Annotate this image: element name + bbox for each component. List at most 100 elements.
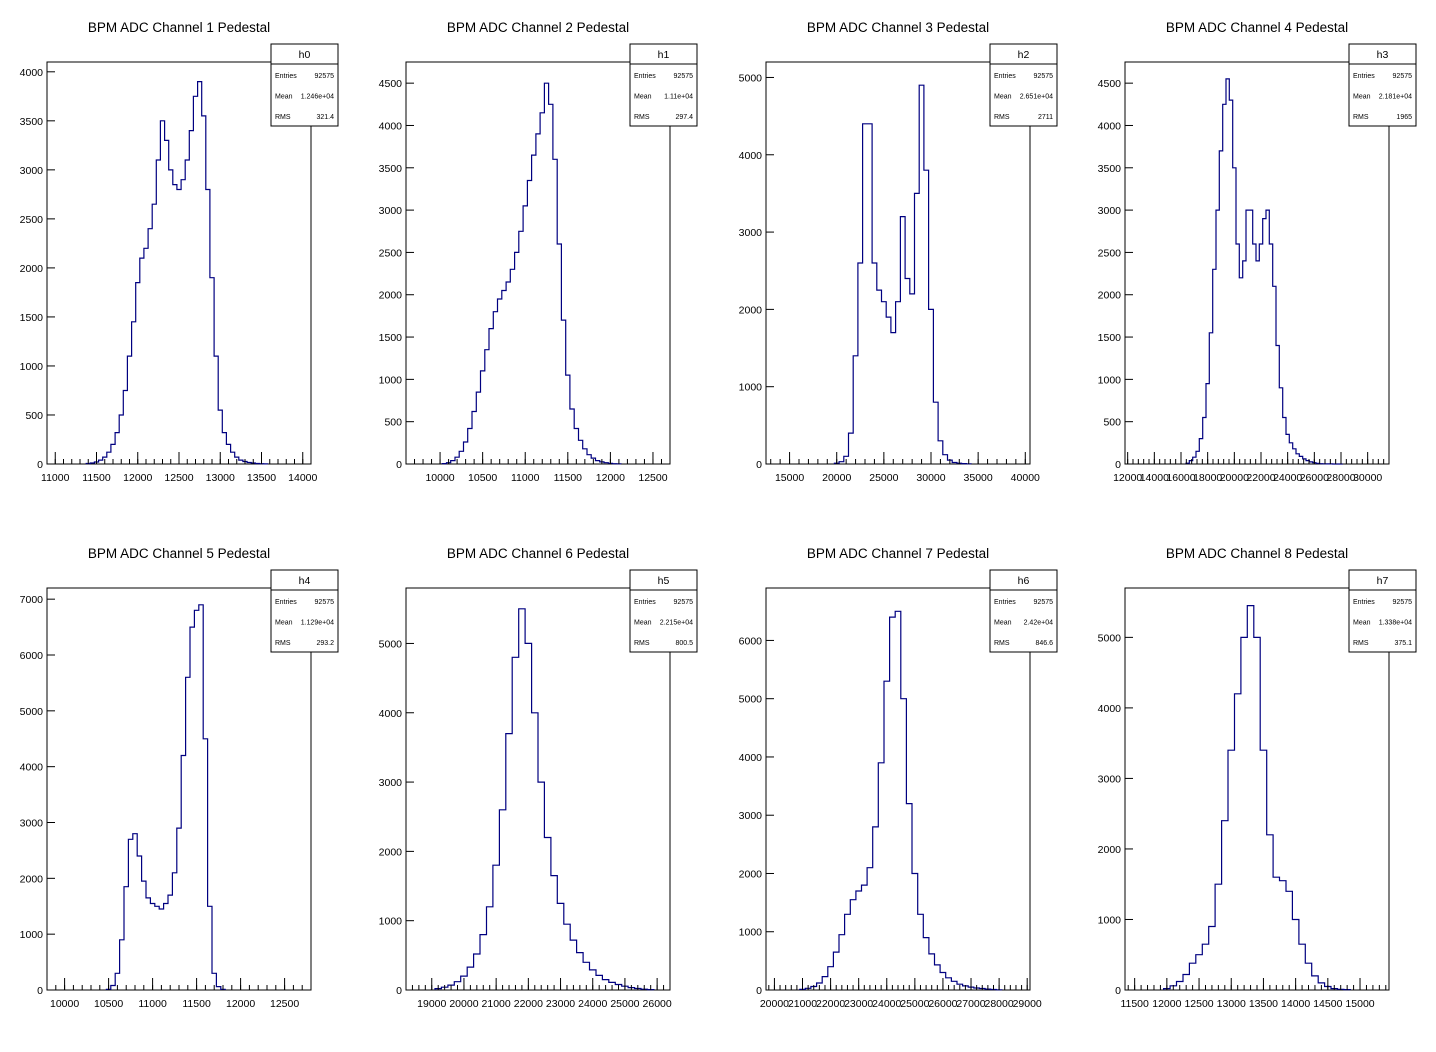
stats-value: 2.181e+04 (1379, 94, 1412, 101)
x-tick-label: 10500 (468, 472, 497, 484)
stats-value: 2.651e+04 (1020, 94, 1053, 101)
y-tick-label: 0 (1115, 985, 1121, 997)
stats-label: Entries (275, 73, 297, 80)
y-tick-label: 4500 (379, 78, 403, 90)
x-tick-label: 24000 (578, 998, 607, 1010)
stats-label: Mean (1353, 94, 1371, 101)
stats-value: 92575 (315, 73, 335, 80)
y-tick-label: 1000 (20, 361, 44, 373)
y-tick-label: 3000 (1098, 773, 1122, 785)
x-tick-label: 12500 (270, 998, 299, 1010)
x-tick-label: 12000 (123, 472, 152, 484)
plot-frame (1124, 61, 1390, 465)
histogram-panel-6: BPM ADC Channel 6 Pedestal 0 1000 2000 3000 4… (379, 546, 698, 1010)
x-tick-label: 26000 (1300, 472, 1329, 484)
stats-value: 2.42e+04 (1024, 620, 1053, 627)
stats-body-box (629, 63, 698, 127)
stats-body-box (1348, 63, 1417, 127)
stats-body-box (629, 589, 698, 653)
y-tick-label: 4000 (379, 120, 403, 132)
chart-title: BPM ADC Channel 7 Pedestal (807, 546, 989, 561)
y-tick-label: 1000 (739, 927, 763, 939)
stats-label: Entries (994, 73, 1016, 80)
x-tick-label: 23000 (546, 998, 575, 1010)
histogram-series (799, 610, 1003, 991)
chart-title: BPM ADC Channel 6 Pedestal (447, 546, 629, 561)
stats-box: h1 Entries 92575 Mean 1.11e+04 RMS 297.4 (629, 43, 698, 127)
y-tick-label: 4000 (739, 752, 763, 764)
y-tick-label: 1000 (379, 374, 403, 386)
y-tick-label: 4000 (20, 67, 44, 79)
x-tick-label: 11500 (554, 472, 583, 484)
x-tick-label: 35000 (964, 472, 993, 484)
plot-frame (405, 587, 671, 991)
y-tick-label: 4500 (1098, 78, 1122, 90)
y-tick-label: 3000 (20, 818, 44, 830)
x-tick-label: 21000 (788, 998, 817, 1010)
stats-label: Mean (1353, 620, 1371, 627)
x-tick-label: 22000 (816, 998, 845, 1010)
stats-body-box (989, 589, 1058, 653)
stats-box: h6 Entries 92575 Mean 2.42e+04 RMS 846.6 (989, 569, 1058, 653)
x-tick-label: 11000 (511, 472, 540, 484)
y-tick-label: 3000 (20, 165, 44, 177)
stats-name: h1 (658, 49, 670, 61)
stats-label: Mean (634, 620, 652, 627)
stats-value: 92575 (1393, 599, 1413, 606)
chart-title: BPM ADC Channel 2 Pedestal (447, 20, 629, 35)
stats-box: h4 Entries 92575 Mean 1.129e+04 RMS 293.2 (270, 569, 339, 653)
x-tick-label: 10500 (94, 998, 123, 1010)
y-tick-label: 6000 (20, 650, 44, 662)
x-tick-label: 28000 (985, 998, 1014, 1010)
stats-value: 800.5 (675, 640, 693, 647)
stats-label: RMS (994, 114, 1010, 121)
stats-value: 2711 (1038, 114, 1053, 121)
y-tick-label: 500 (1103, 417, 1121, 429)
x-tick-label: 13500 (247, 472, 276, 484)
y-tick-label: 5000 (739, 72, 763, 84)
chart-title: BPM ADC Channel 3 Pedestal (807, 20, 989, 35)
y-tick-label: 1000 (1098, 374, 1122, 386)
y-tick-label: 2000 (379, 290, 403, 302)
stats-value: 92575 (1034, 73, 1054, 80)
histogram-series (833, 84, 972, 465)
stats-value: 1.129e+04 (301, 620, 334, 627)
histogram-panel-3: BPM ADC Channel 3 Pedestal 0 1000 2000 3000 4… (739, 20, 1058, 484)
y-tick-label: 1500 (1098, 332, 1122, 344)
y-tick-label: 1000 (20, 929, 44, 941)
stats-value: 1965 (1396, 114, 1412, 121)
stats-box: h3 Entries 92575 Mean 2.181e+04 RMS 1965 (1348, 43, 1417, 127)
y-tick-label: 0 (37, 459, 43, 471)
stats-value: 92575 (674, 599, 694, 606)
y-tick-label: 4000 (379, 708, 403, 720)
stats-label: Entries (634, 73, 656, 80)
stats-value: 846.6 (1035, 640, 1053, 647)
x-tick-label: 11000 (41, 472, 70, 484)
x-tick-label: 14500 (1313, 998, 1342, 1010)
x-tick-label: 40000 (1011, 472, 1040, 484)
x-tick-label: 26000 (643, 998, 672, 1010)
histogram-panel-1: BPM ADC Channel 1 Pedestal 0 500 1000 1500 20… (20, 20, 339, 484)
x-tick-label: 19000 (417, 998, 446, 1010)
x-tick-label: 27000 (956, 998, 985, 1010)
y-tick-label: 5000 (20, 706, 44, 718)
y-tick-label: 0 (756, 459, 762, 471)
stats-value: 1.11e+04 (664, 94, 693, 101)
y-tick-label: 2000 (1098, 844, 1122, 856)
x-tick-label: 29000 (1013, 998, 1042, 1010)
y-tick-label: 0 (1115, 459, 1121, 471)
stats-label: Mean (994, 620, 1012, 627)
stats-label: RMS (634, 640, 650, 647)
x-tick-label: 15000 (1345, 998, 1374, 1010)
histogram-panel-4: BPM ADC Channel 4 Pedestal 0 500 1000 1500 20… (1098, 20, 1417, 484)
stats-label: RMS (634, 114, 650, 121)
stats-value: 321.4 (316, 114, 334, 121)
y-tick-label: 3500 (20, 116, 44, 128)
y-tick-label: 4000 (739, 150, 763, 162)
stats-body-box (989, 63, 1058, 127)
stats-label: Mean (275, 94, 293, 101)
x-tick-label: 13500 (1249, 998, 1278, 1010)
histogram-series (85, 81, 269, 465)
y-tick-label: 2000 (1098, 290, 1122, 302)
x-tick-label: 18000 (1193, 472, 1222, 484)
